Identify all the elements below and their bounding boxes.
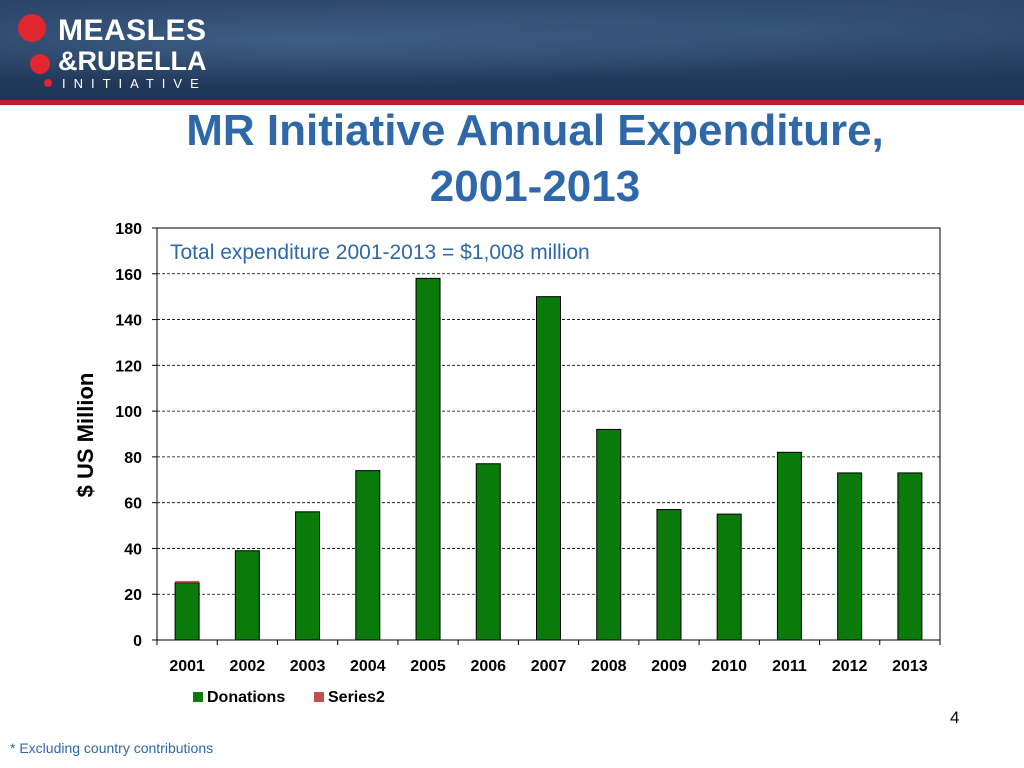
expenditure-bar-chart: 0 20 40 60 80 100 120 140 160 180 2001 2002 2003 2004… — [73, 221, 941, 706]
x-tick-label: 2009 — [651, 658, 687, 675]
x-tick-label: 2008 — [591, 658, 627, 675]
y-tick-label: 120 — [115, 358, 142, 375]
legend-swatch-series2 — [314, 692, 324, 702]
logo-text-measles: MEASLES — [58, 14, 207, 47]
measles-rubella-logo: MEASLES &RUBELLA INITIATIVE — [14, 10, 224, 91]
footnote: * Excluding country contributions — [10, 740, 214, 756]
total-expenditure-annotation: Total expenditure 2001-2013 = $1,008 mil… — [170, 241, 590, 264]
x-tick-label: 2011 — [772, 658, 807, 675]
bar-donations-2002 — [234, 550, 260, 641]
bar-donations-2011 — [776, 451, 802, 641]
legend-swatch-donations — [193, 692, 203, 702]
logo-text-initiative: INITIATIVE — [62, 76, 207, 91]
x-tick-label: 2003 — [290, 658, 326, 675]
x-tick-label: 2013 — [892, 658, 928, 675]
y-tick-label: 40 — [124, 541, 142, 558]
bar-donations-2010 — [716, 513, 742, 641]
y-tick-label: 20 — [124, 587, 142, 604]
x-tick-label: 2004 — [350, 658, 386, 675]
bar-donations-2004 — [355, 470, 381, 641]
bar-donations-2009 — [656, 509, 682, 641]
legend-label-donations: Donations — [207, 689, 285, 706]
header-stripe — [0, 100, 1024, 105]
bar-donations-2013 — [897, 472, 923, 641]
logo-text-rubella: &RUBELLA — [58, 46, 207, 76]
y-tick-label: 80 — [124, 450, 142, 467]
bar-donations-2006 — [475, 463, 501, 641]
bar-donations-2012 — [837, 472, 863, 641]
slide-title-line2: 2001-2013 — [429, 162, 641, 211]
x-tick-label: 2012 — [832, 658, 868, 675]
y-tick-label: 180 — [115, 221, 142, 238]
y-tick-label: 160 — [115, 267, 142, 284]
page-number: 4 — [950, 708, 960, 727]
bar-donations-2001 — [174, 582, 200, 641]
bar-donations-2003 — [295, 511, 321, 641]
bar-series2-2001 — [175, 580, 200, 583]
slide-title: MR Initiative Annual Expenditure, 2001-2… — [110, 103, 960, 215]
x-tick-label: 2005 — [410, 658, 446, 675]
bar-donations-2005 — [415, 277, 441, 641]
bar-donations-2008 — [596, 428, 622, 641]
slide-title-line1: MR Initiative Annual Expenditure, — [186, 106, 884, 155]
y-axis-label: $ US Million — [73, 373, 98, 498]
logo-dot-icon — [30, 54, 50, 74]
x-tick-label: 2007 — [531, 658, 567, 675]
y-tick-label: 140 — [115, 313, 142, 330]
x-tick-label: 2010 — [711, 658, 747, 675]
y-tick-label: 60 — [124, 496, 142, 513]
header-banner — [0, 0, 1024, 100]
x-tick-label: 2006 — [470, 658, 506, 675]
y-tick-label: 0 — [133, 633, 142, 650]
y-tick-label: 100 — [115, 404, 142, 421]
legend-label-series2: Series2 — [328, 689, 385, 706]
x-tick-label: 2002 — [230, 658, 266, 675]
logo-dot-icon — [44, 79, 52, 87]
x-tick-label: 2001 — [169, 658, 205, 675]
logo-dot-icon — [18, 14, 46, 42]
bar-donations-2007 — [536, 296, 561, 641]
